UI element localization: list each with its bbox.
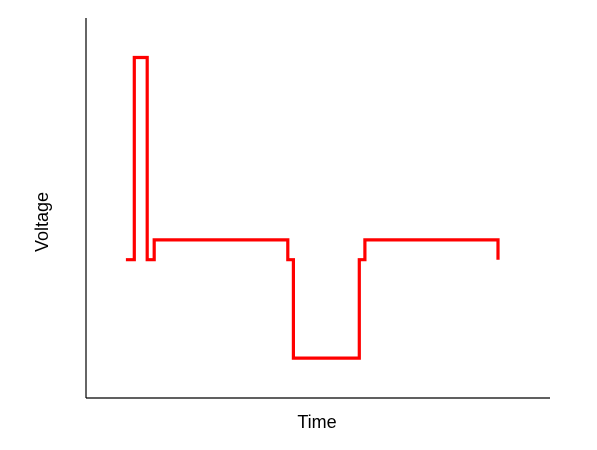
- series-layer: [125, 55, 500, 360]
- x-axis-label: Time: [297, 412, 336, 432]
- y-axis-label: Voltage: [32, 192, 52, 252]
- voltage-series-line-1: [125, 55, 500, 360]
